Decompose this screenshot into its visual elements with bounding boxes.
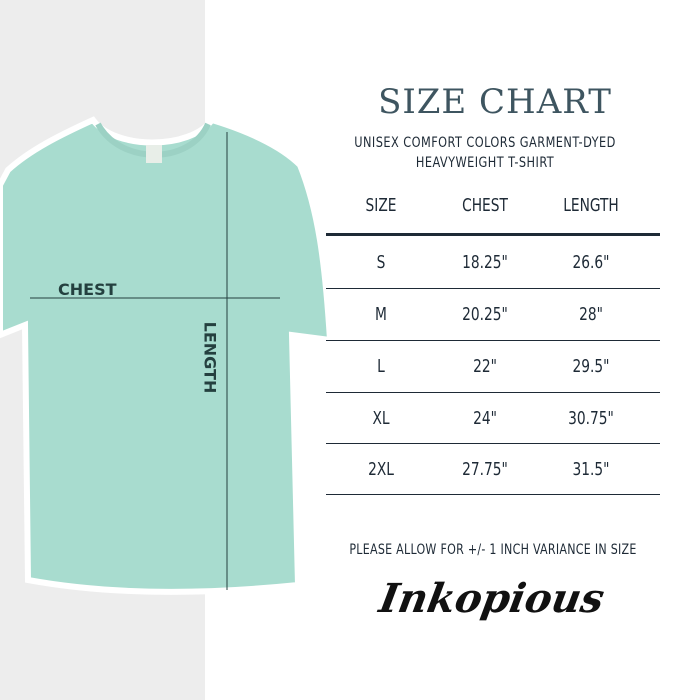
- length-cell: 29.5": [572, 356, 610, 377]
- length-label: LENGTH: [200, 321, 220, 394]
- size-cell: 2XL: [368, 459, 394, 480]
- length-cell: 31.5": [572, 459, 610, 480]
- length-cell: 26.6": [572, 252, 610, 273]
- chest-cell: 18.25": [462, 252, 508, 273]
- brand-logo: Inkopious: [375, 575, 608, 622]
- header-divider: [326, 233, 660, 236]
- row-divider: [326, 443, 660, 444]
- row-divider: [326, 288, 660, 289]
- size-cell: L: [377, 356, 385, 377]
- chest-label: CHEST: [58, 280, 117, 299]
- variance-note: PLEASE ALLOW FOR +/- 1 INCH VARIANCE IN …: [349, 542, 637, 558]
- shirt-tag: [146, 145, 162, 163]
- chest-cell: 24": [473, 408, 497, 429]
- length-cell: 30.75": [568, 408, 614, 429]
- size-cell: S: [376, 252, 386, 273]
- size-cell: XL: [372, 408, 390, 429]
- chest-cell: 27.75": [462, 459, 508, 480]
- row-divider: [326, 494, 660, 495]
- header-size: SIZE: [365, 195, 397, 216]
- subtitle-line-2: HEAVYWEIGHT T-SHIRT: [415, 155, 555, 171]
- chest-cell: 20.25": [462, 304, 508, 325]
- size-cell: M: [375, 304, 387, 325]
- page-title: SIZE CHART: [378, 82, 612, 122]
- subtitle-line-1: UNISEX COMFORT COLORS GARMENT-DYED: [354, 135, 616, 151]
- row-divider: [326, 340, 660, 341]
- length-cell: 28": [579, 304, 603, 325]
- header-chest: CHEST: [462, 195, 508, 216]
- header-length: LENGTH: [563, 195, 619, 216]
- subtitle: UNISEX COMFORT COLORS GARMENT-DYED HEAVY…: [337, 133, 634, 173]
- row-divider: [326, 392, 660, 393]
- chest-cell: 22": [473, 356, 497, 377]
